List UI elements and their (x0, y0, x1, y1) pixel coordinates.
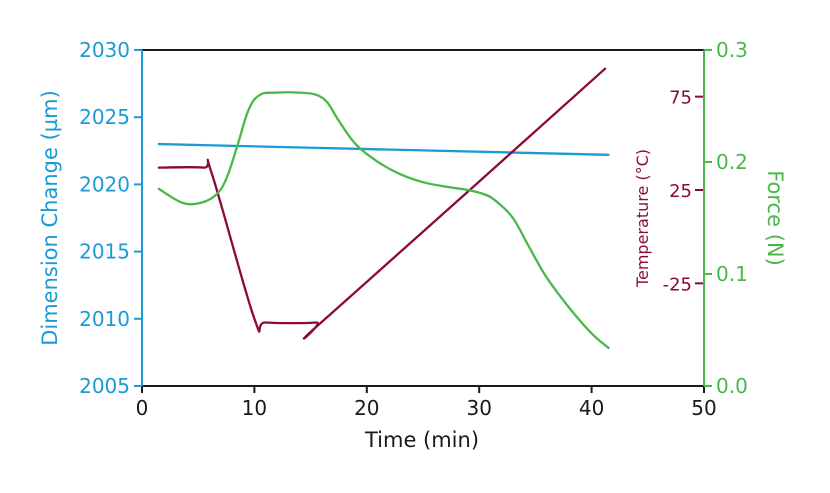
force-tick-label: 0.3 (716, 38, 748, 62)
force-series-line (157, 91, 610, 350)
force-tick-label: 0.0 (716, 374, 748, 398)
x-tick-label: 10 (242, 396, 267, 420)
x-tick-label: 50 (691, 396, 716, 420)
x-tick-label: 40 (579, 396, 604, 420)
temperature-tick-label: -25 (663, 274, 692, 295)
force-axis-label: Force (N) (763, 170, 787, 266)
temperature-axis-label: Temperature (°C) (633, 149, 652, 288)
dimension-axis-label: Dimension Change (µm) (38, 90, 62, 346)
dimension-tick-label: 2005 (79, 374, 130, 398)
temperature-tick-label: 25 (669, 181, 692, 202)
x-axis-label: Time (min) (364, 428, 479, 452)
x-tick-label: 30 (466, 396, 491, 420)
series-layer (157, 67, 610, 350)
x-tick-label: 20 (354, 396, 379, 420)
force-tick-label: 0.1 (716, 262, 748, 286)
temperature-series-line (157, 67, 607, 340)
temperature-tick-label: 75 (669, 88, 692, 109)
dimension-tick-label: 2020 (79, 172, 130, 196)
force-tick-label: 0.2 (716, 150, 748, 174)
dimension-tick-label: 2010 (79, 307, 130, 331)
x-tick-label: 0 (136, 396, 149, 420)
dimension-tick-label: 2025 (79, 105, 130, 129)
dimension-series-line (157, 142, 610, 156)
dimension-tick-label: 2030 (79, 38, 130, 62)
dimension-tick-label: 2015 (79, 240, 130, 264)
